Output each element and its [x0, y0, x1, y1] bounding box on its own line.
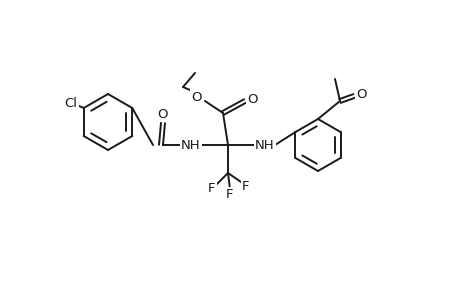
Text: NH: NH: [181, 139, 201, 152]
Text: F: F: [226, 188, 233, 202]
Text: F: F: [208, 182, 215, 196]
Text: O: O: [356, 88, 366, 100]
Text: O: O: [247, 92, 257, 106]
Text: Cl: Cl: [64, 97, 77, 110]
Text: NH: NH: [255, 139, 274, 152]
Text: O: O: [157, 107, 168, 121]
Text: F: F: [242, 181, 249, 194]
Text: O: O: [191, 91, 202, 103]
